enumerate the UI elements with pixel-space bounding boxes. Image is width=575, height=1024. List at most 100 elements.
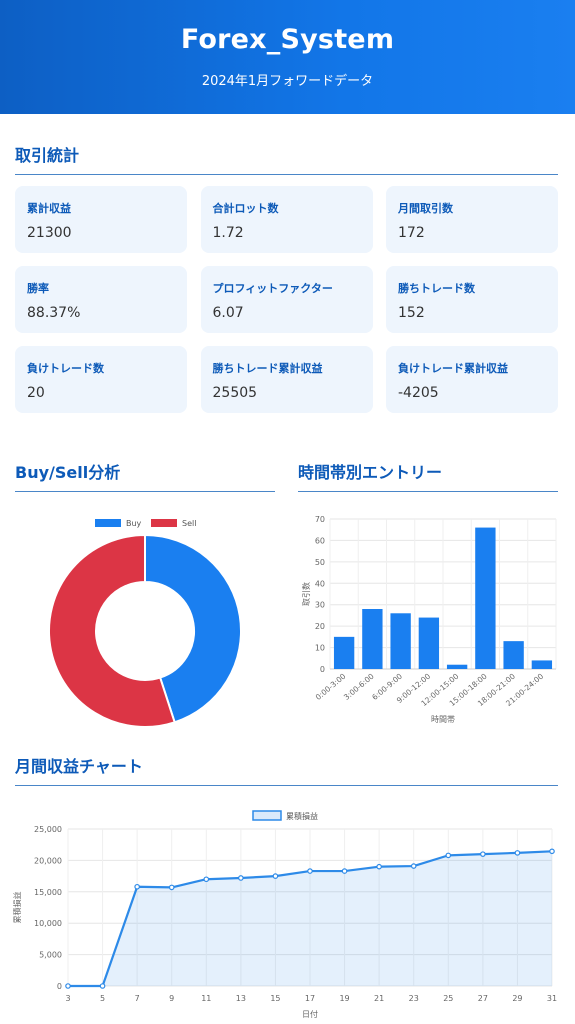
bar-ytick-label: 0 (320, 665, 325, 674)
line-x-axis-title: 日付 (302, 1009, 318, 1019)
stat-value: 88.37% (27, 305, 81, 321)
hourly-section-title: 時間帯別エントリー (298, 459, 558, 492)
bar-ytick-label: 30 (315, 601, 325, 610)
line-point (480, 851, 486, 857)
line-legend-label: 累積損益 (286, 811, 318, 821)
legend-swatch-sell (151, 519, 177, 527)
stats-section-title: 取引統計 (15, 142, 558, 175)
line-xtick-label: 17 (305, 994, 315, 1003)
monthly-section-title: 月間収益チャート (15, 753, 558, 786)
stat-card-total-profit: 累計収益 21300 (15, 186, 187, 253)
line-xtick-label: 23 (409, 994, 419, 1003)
stat-label: 合計ロット数 (212, 202, 279, 215)
stat-value: -4205 (398, 385, 439, 401)
buysell-section-title: Buy/Sell分析 (15, 459, 275, 492)
bar-xtick-label: 0:00-3:00 (314, 671, 348, 701)
bar-ytick-label: 50 (315, 558, 325, 567)
line-point (445, 852, 452, 859)
stat-card-monthly-trades: 月間取引数 172 (386, 186, 558, 253)
line-xtick-label: 31 (547, 994, 557, 1003)
donut-slice-buy (144, 533, 242, 724)
line-xtick-label: 21 (374, 994, 384, 1003)
line-xtick-label: 13 (236, 994, 246, 1003)
stats-grid: 累計収益 21300 合計ロット数 1.72 月間取引数 172 勝率 88.3… (15, 186, 558, 413)
line-ytick-label: 25,000 (34, 825, 62, 834)
bar-ytick-label: 20 (315, 622, 325, 631)
bar-ytick-label: 40 (315, 579, 325, 588)
stat-card-winning-trades: 勝ちトレード数 152 (386, 266, 558, 333)
bar-ytick-label: 60 (315, 536, 325, 545)
line-xtick-label: 27 (478, 994, 488, 1003)
stat-label: プロフィットファクター (212, 282, 333, 295)
bar-0:00-3:00 (333, 636, 355, 669)
line-point (99, 983, 106, 989)
line-y-axis-title: 累積損益 (12, 892, 22, 924)
bar-12:00-15:00 (446, 664, 468, 669)
line-point (65, 983, 71, 989)
bar-xtick-label: 3:00-6:00 (342, 671, 376, 701)
bar-x-axis-title: 時間帯 (431, 714, 455, 724)
line-xtick-label: 3 (65, 994, 70, 1003)
donut-slice-sell (48, 533, 176, 728)
stat-value: 25505 (212, 385, 258, 401)
stat-label: 負けトレード累計収益 (398, 362, 508, 375)
stat-card-winning-profit: 勝ちトレード累計収益 25505 (200, 346, 373, 413)
line-point (168, 884, 175, 891)
stat-card-total-lots: 合計ロット数 1.72 (200, 186, 373, 253)
stat-card-losing-trades: 負けトレード数 20 (15, 346, 187, 413)
bar-3:00-6:00 (362, 609, 383, 669)
app-title: Forex_System (180, 24, 395, 55)
line-legend-swatch (252, 810, 282, 821)
line-ytick-label: 10,000 (34, 919, 62, 928)
stat-label: 勝ちトレード累計収益 (212, 362, 323, 375)
stat-label: 累計収益 (27, 202, 71, 215)
bar-6:00-9:00 (390, 613, 411, 669)
line-point (307, 868, 313, 874)
stat-label: 勝ちトレード数 (398, 282, 475, 295)
line-ytick-label: 15,000 (34, 888, 62, 897)
buysell-donut-chart: Buy Sell (48, 519, 242, 728)
line-xtick-label: 15 (270, 994, 280, 1003)
line-ytick-label: 5,000 (39, 951, 62, 960)
stat-value: 20 (27, 385, 45, 401)
line-point (272, 873, 279, 879)
bar-21:00-24:00 (531, 660, 553, 669)
line-xtick-label: 7 (135, 994, 140, 1003)
line-xtick-label: 29 (512, 994, 522, 1003)
bar-y-axis-title: 取引数 (301, 582, 311, 606)
bar-ytick-label: 70 (315, 515, 325, 524)
line-xtick-label: 9 (169, 994, 174, 1003)
line-point (134, 883, 140, 890)
line-xtick-label: 5 (100, 994, 105, 1003)
legend-swatch-buy (95, 519, 121, 527)
stat-label: 負けトレード数 (27, 362, 104, 375)
line-point (376, 863, 382, 870)
page-subtitle: 2024年1月フォワードデータ (201, 74, 374, 89)
stat-value: 21300 (27, 225, 72, 241)
bar-9:00-12:00 (418, 617, 440, 669)
stat-value: 152 (398, 305, 425, 321)
line-xtick-label: 25 (443, 994, 453, 1003)
bar-15:00-18:00 (475, 527, 496, 669)
line-xtick-label: 11 (201, 994, 211, 1003)
stat-label: 勝率 (27, 282, 49, 295)
stat-label: 月間取引数 (398, 202, 453, 215)
line-point (410, 863, 417, 869)
stat-value: 172 (398, 225, 425, 241)
line-point (549, 848, 555, 855)
stat-card-losing-loss: 負けトレード累計収益 -4205 (386, 346, 558, 413)
line-ytick-label: 20,000 (34, 856, 62, 865)
line-ytick-label: 0 (57, 982, 62, 991)
line-point (238, 875, 244, 881)
line-point (341, 868, 348, 874)
stat-card-profit-factor: プロフィットファクター 6.07 (200, 266, 373, 333)
bar-18:00-21:00 (503, 641, 524, 669)
stat-value: 1.72 (212, 225, 244, 241)
monthly-profit-chart: 累積損益 0 5,000 10,000 15,000 20,000 25,000 3 5 7 9 11… (12, 810, 557, 1019)
line-point (203, 876, 210, 883)
hourly-bar-chart: 0102030405060700:00-3:003:00-6:006:00-9:… (301, 515, 557, 724)
legend-label-sell: Sell (182, 519, 196, 528)
line-area-fill (68, 851, 552, 986)
stat-card-win-rate: 勝率 88.37% (15, 266, 187, 333)
legend-label-buy: Buy (126, 519, 142, 528)
